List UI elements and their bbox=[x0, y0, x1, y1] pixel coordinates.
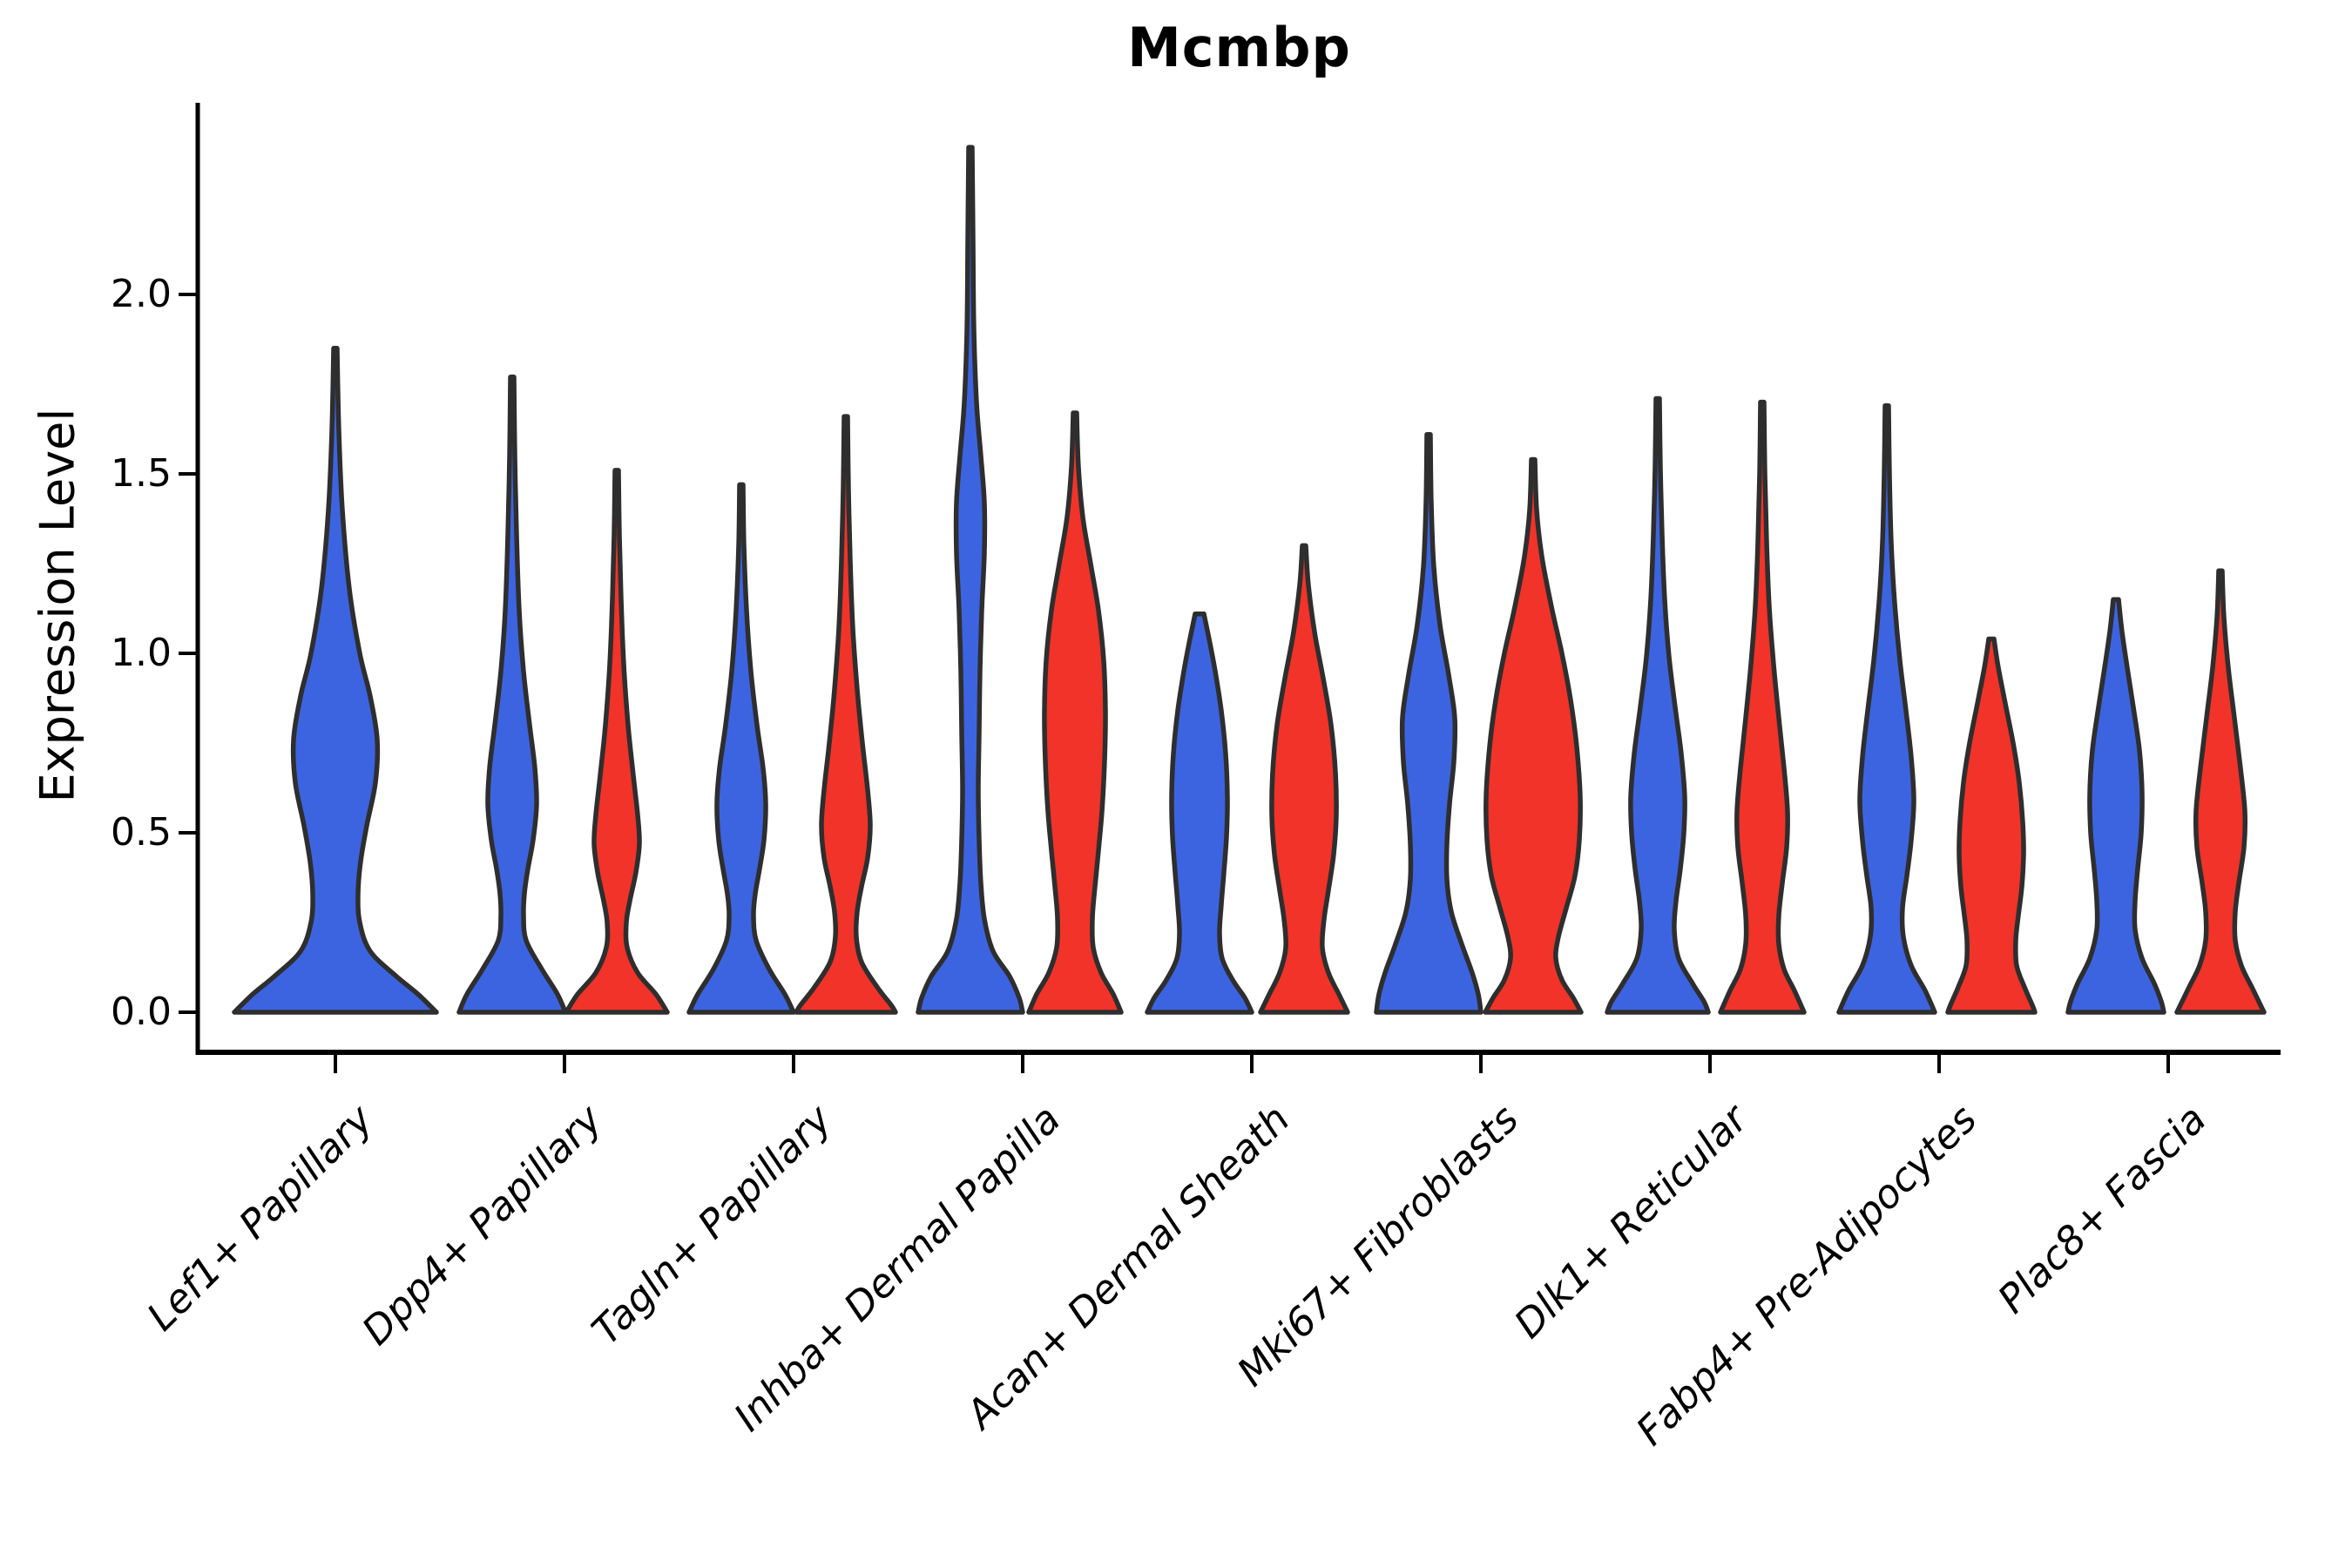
violin-red-tagln-papillary bbox=[794, 414, 898, 1015]
violin-blue-fabp4-pre-adipocytes bbox=[1836, 402, 1937, 1015]
y-tick-label: 0.5 bbox=[111, 810, 172, 855]
violin-blue-lef1-papillary bbox=[232, 346, 439, 1015]
violin-blue-dpp4-papillary bbox=[456, 375, 568, 1015]
violin-red-inhba-dermal-papilla bbox=[1026, 410, 1124, 1015]
violin-red-acan-dermal-sheath bbox=[1258, 543, 1350, 1015]
violin-blue-acan-dermal-sheath bbox=[1145, 611, 1254, 1015]
violin-blue-inhba-dermal-papilla bbox=[916, 145, 1025, 1015]
violin-red-dpp4-papillary bbox=[564, 468, 670, 1015]
y-tick-label: 1.5 bbox=[111, 451, 172, 496]
violin-red-plac8-fascia bbox=[2174, 568, 2267, 1015]
violin-blue-mki67-fibroblasts bbox=[1374, 431, 1484, 1015]
y-tick-label: 1.0 bbox=[111, 631, 172, 675]
y-tick-label: 2.0 bbox=[111, 272, 172, 316]
violin-blue-dlk1-reticular bbox=[1605, 395, 1711, 1015]
violin-red-mki67-fibroblasts bbox=[1483, 456, 1584, 1015]
violin-blue-plac8-fascia bbox=[2065, 597, 2166, 1015]
y-tick-label: 0.0 bbox=[111, 990, 172, 1034]
violin-red-dlk1-reticular bbox=[1718, 399, 1807, 1015]
violin-blue-tagln-papillary bbox=[686, 482, 796, 1015]
chart-title: Mcmbp bbox=[1127, 16, 1351, 79]
violin-red-fabp4-pre-adipocytes bbox=[1945, 636, 2038, 1015]
